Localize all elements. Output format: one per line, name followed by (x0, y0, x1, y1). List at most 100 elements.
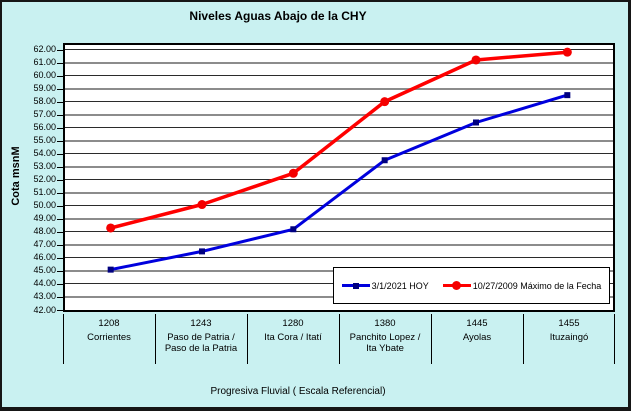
y-tick-label: 48.00 (33, 226, 56, 237)
x-category-divider (155, 314, 156, 364)
y-tick-label: 57.00 (33, 109, 56, 120)
x-category: 1445 Ayolas (431, 313, 523, 364)
data-point-square (473, 119, 479, 126)
gridline-62 (65, 49, 613, 51)
legend-circle-marker-icon (442, 281, 471, 291)
y-tick-label: 59.00 (33, 83, 56, 94)
y-tick-label: 52.00 (33, 174, 56, 185)
x-category: 1243 Paso de Patria / Paso de la Patria (155, 313, 247, 364)
y-tick (57, 75, 63, 77)
gridline-53 (65, 165, 613, 168)
x-category-divider (63, 314, 64, 364)
y-tick (57, 166, 63, 168)
gridline-54 (65, 153, 613, 155)
chart-title: Niveles Aguas Abajo de la CHY (189, 9, 367, 23)
gridline-55 (65, 139, 613, 142)
y-tick-label: 43.00 (33, 291, 56, 302)
data-point-circle (471, 55, 481, 65)
legend: 3/1/2021 HOY 10/27/2009 Máximo de la Fech… (333, 267, 610, 304)
x-category-label: Panchito Lopez / Ita Ybate (349, 332, 421, 354)
y-tick (57, 270, 63, 272)
x-category-label: Paso de Patria / Paso de la Patria (164, 332, 238, 354)
y-tick-label: 51.00 (33, 187, 56, 198)
y-tick-label: 46.00 (33, 252, 56, 263)
series-line-0 (110, 93, 568, 272)
series-line-1 (110, 50, 568, 230)
y-tick-label: 42.00 (33, 304, 56, 315)
x-category-km: 1243 (190, 318, 212, 329)
data-point-square (107, 266, 114, 273)
y-tick (57, 127, 63, 129)
data-point-circle (380, 97, 390, 107)
x-category-label: Ituzaingó (549, 332, 589, 343)
gridline-59 (65, 87, 613, 90)
x-category: 1380 Panchito Lopez / Ita Ybate (339, 313, 431, 364)
series-layer (106, 47, 572, 273)
x-category-label: Corrientes (87, 332, 131, 343)
data-point-circle (562, 47, 572, 57)
y-tick (57, 296, 63, 298)
y-tick-label: 56.00 (33, 122, 56, 133)
y-tick-label: 53.00 (33, 161, 56, 172)
x-category-km: 1380 (374, 318, 396, 329)
data-point-square (199, 248, 205, 255)
legend-label: 3/1/2021 HOY (371, 280, 429, 291)
y-tick-label: 45.00 (33, 265, 56, 276)
y-tick (57, 153, 63, 155)
gridline-58 (65, 101, 613, 103)
x-axis-title: Progresiva Fluvial ( Escala Referencial) (210, 386, 386, 397)
legend-entry: 10/27/2009 Máximo de la Fecha (442, 280, 602, 291)
y-tick (57, 218, 63, 220)
y-tick-label: 50.00 (33, 200, 56, 211)
data-point-circle (106, 223, 116, 233)
y-tick (57, 140, 63, 142)
gridline-47 (65, 243, 613, 246)
x-category-km: 1280 (282, 318, 304, 329)
y-tick-label: 47.00 (33, 239, 56, 250)
y-tick-label: 54.00 (33, 148, 56, 159)
legend-label: 10/27/2009 Máximo de la Fecha (472, 280, 602, 291)
x-category-km: 1208 (98, 318, 120, 329)
x-category-divider (523, 314, 524, 364)
data-point-circle (197, 200, 207, 210)
data-point-square (290, 226, 297, 233)
gridline-56 (65, 127, 613, 129)
y-tick (57, 179, 63, 181)
y-tick (57, 88, 63, 90)
y-tick (57, 283, 63, 285)
gridline-52 (65, 179, 613, 181)
data-point-square (564, 92, 571, 99)
y-tick (57, 192, 63, 194)
y-tick-label: 49.00 (33, 213, 56, 224)
y-tick (57, 205, 63, 207)
y-tick-label: 62.00 (33, 44, 56, 55)
x-category-label: Ita Cora / Itatí (264, 332, 322, 343)
y-tick (57, 244, 63, 246)
x-category: 1280 Ita Cora / Itatí (247, 313, 339, 364)
gridline-48 (65, 231, 613, 233)
x-category-divider (247, 314, 248, 364)
y-tick (57, 310, 63, 311)
y-tick (57, 101, 63, 103)
data-point-square (381, 157, 388, 164)
y-tick-label: 61.00 (33, 57, 56, 68)
gridline-49 (65, 217, 613, 220)
gridline-46 (65, 257, 613, 259)
y-tick-label: 55.00 (33, 135, 56, 146)
y-tick-label: 60.00 (33, 70, 56, 81)
gridline-50 (65, 205, 613, 207)
y-tick (57, 231, 63, 233)
gridline-61 (65, 61, 613, 64)
x-category-divider (614, 314, 615, 364)
x-category-label: Ayolas (462, 332, 492, 343)
y-tick (57, 49, 63, 51)
gridline-60 (65, 75, 613, 77)
data-point-circle (288, 168, 298, 178)
gridline-51 (65, 191, 613, 194)
y-tick (57, 62, 63, 64)
y-tick (57, 257, 63, 259)
x-category-km: 1455 (558, 318, 580, 329)
x-category: 1208 Corrientes (63, 313, 155, 364)
x-category: 1455 Ituzaingó (523, 313, 615, 364)
